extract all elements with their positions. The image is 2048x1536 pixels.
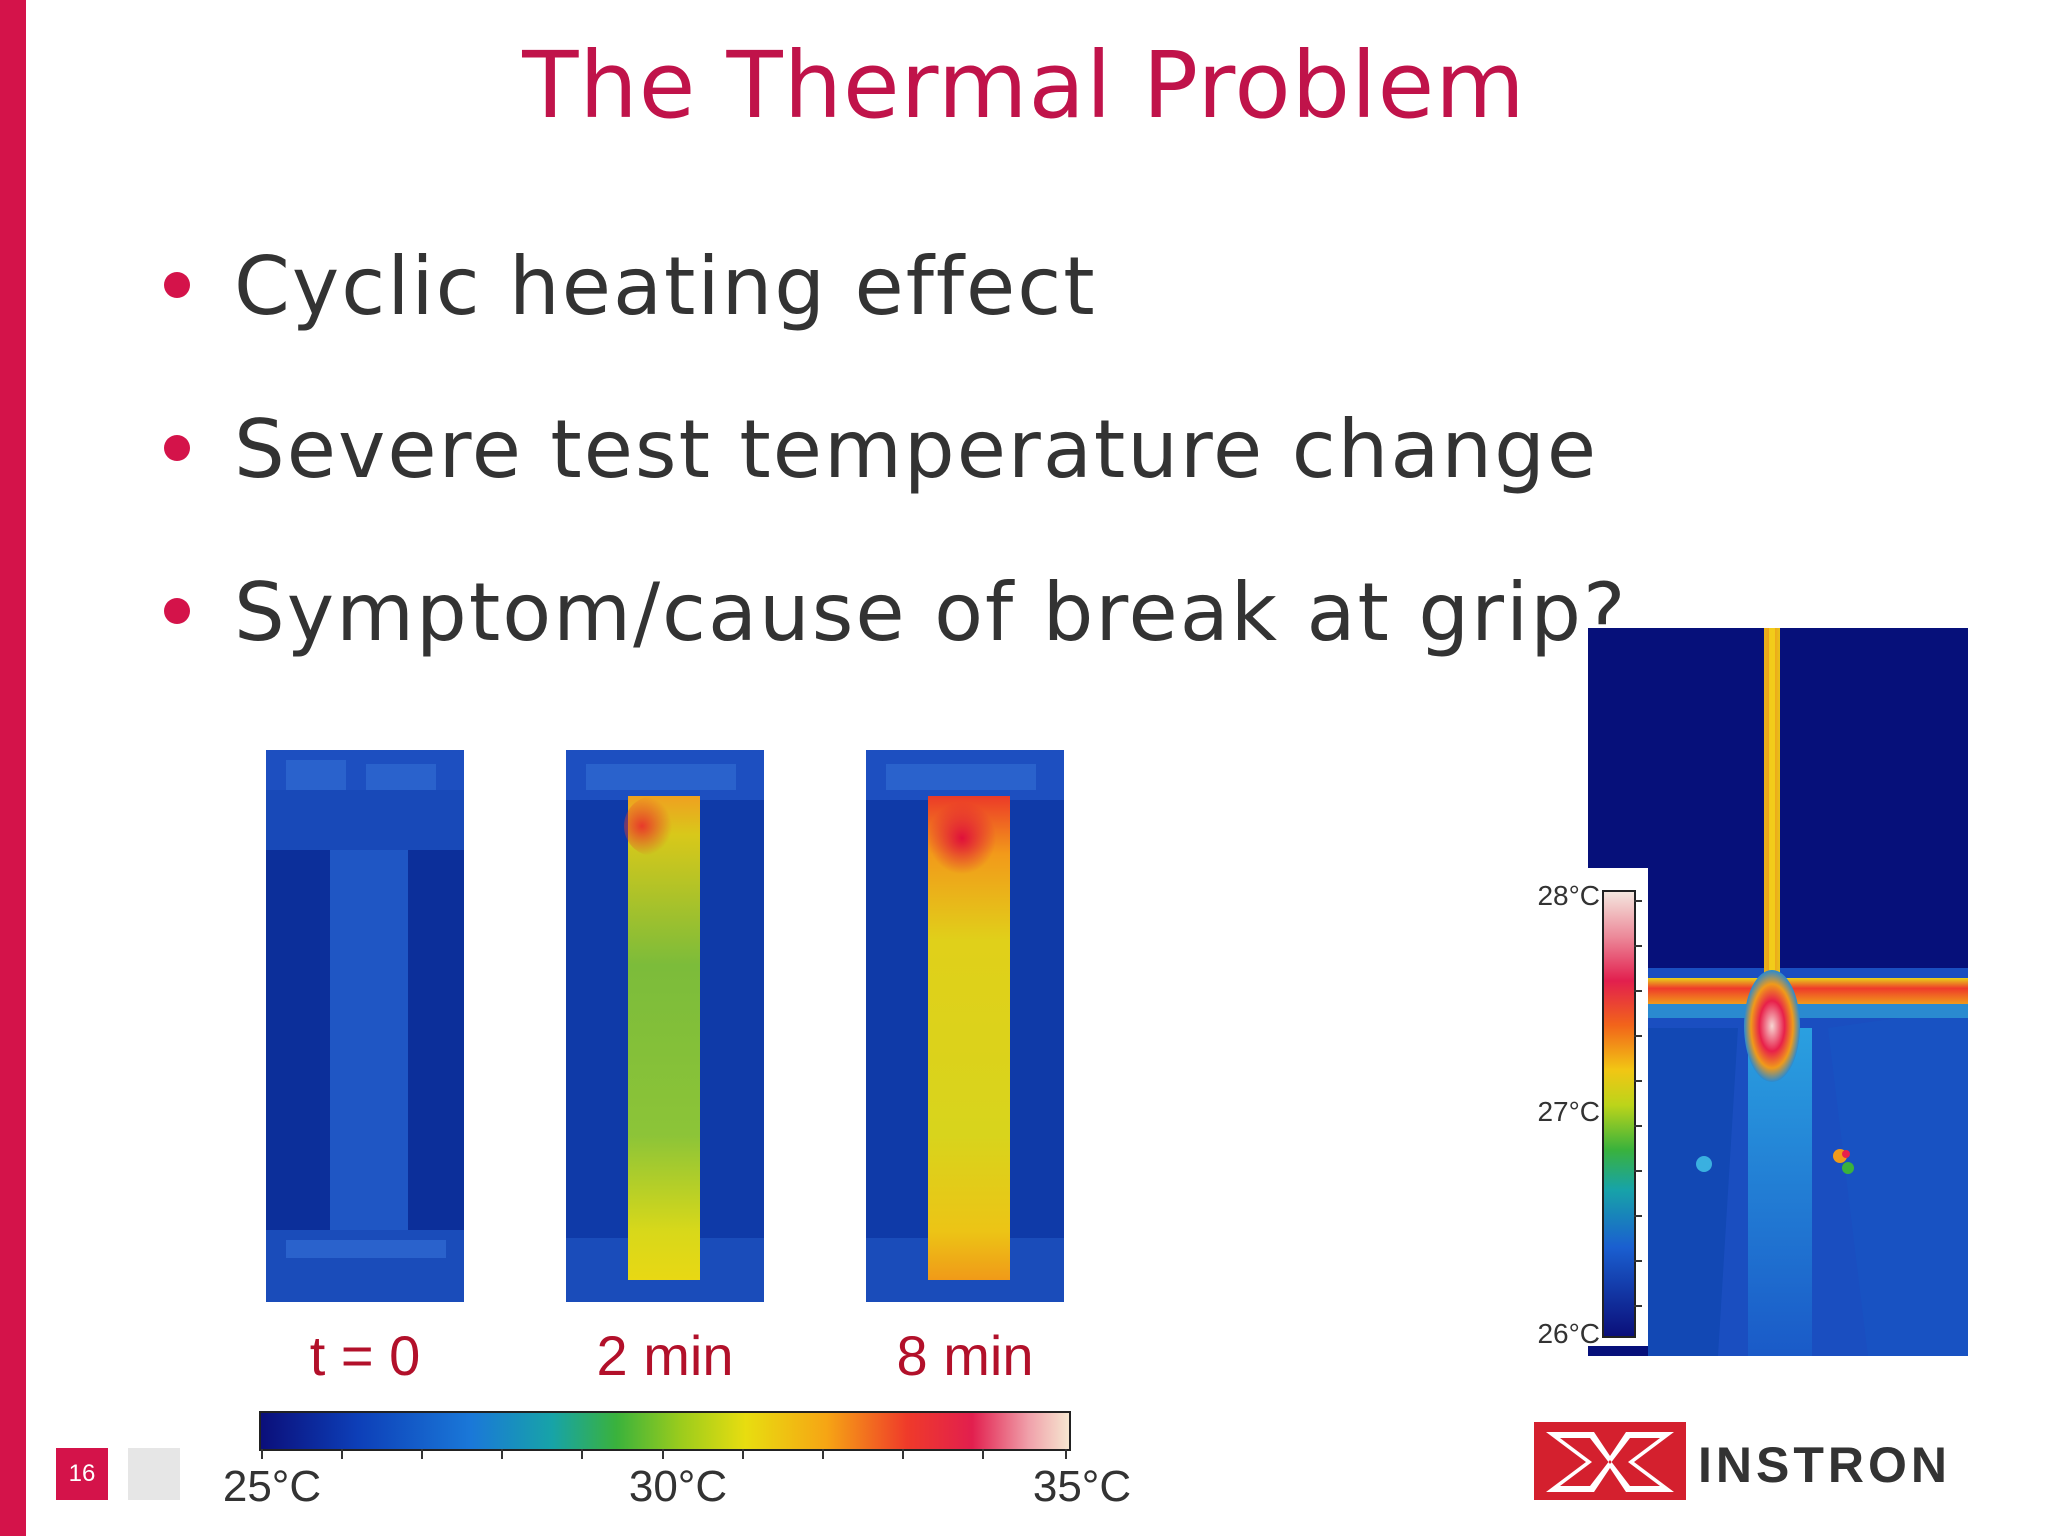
scale-tick	[982, 1449, 984, 1459]
grip-scale-tick	[1634, 990, 1642, 992]
grip-color-scale	[1602, 890, 1636, 1338]
grip-scale-tick	[1634, 945, 1642, 947]
scale-mid-label: 30°C	[628, 1462, 728, 1511]
grip-scale-tick	[1634, 1215, 1642, 1217]
instron-logo-icon	[1534, 1418, 1694, 1508]
scale-tick	[341, 1449, 343, 1459]
bullet-text: Cyclic heating effect	[234, 240, 1097, 333]
time-label-8min: 8 min	[896, 1324, 1034, 1387]
grip-thermal-image	[1588, 628, 1968, 1356]
thermal-image-8min	[866, 750, 1064, 1302]
scale-tick	[261, 1449, 263, 1459]
slide-title: The Thermal Problem	[522, 32, 1526, 139]
grip-scale-tick	[1634, 1305, 1642, 1307]
accent-bar	[0, 0, 26, 1536]
grip-scale-min-label: 26°C	[1537, 1318, 1600, 1349]
scale-tick	[501, 1449, 503, 1459]
scale-tick	[1065, 1449, 1067, 1459]
thermal-image-t0	[266, 750, 464, 1302]
grip-scale-tick	[1634, 1170, 1642, 1172]
scale-tick	[581, 1449, 583, 1459]
time-label-t0: t = 0	[309, 1324, 421, 1387]
grip-scale-tick	[1634, 1260, 1642, 1262]
bullet-text: Severe test temperature change	[234, 403, 1599, 496]
scale-tick	[662, 1449, 664, 1459]
grip-scale-tick	[1634, 1035, 1642, 1037]
page-number: 16	[56, 1448, 108, 1500]
scale-tick	[742, 1449, 744, 1459]
bullet-dot-icon	[164, 272, 190, 298]
page-number-box	[128, 1448, 180, 1500]
scale-tick	[822, 1449, 824, 1459]
thermal-image-2min	[566, 750, 764, 1302]
temperature-color-scale	[259, 1411, 1071, 1451]
grip-scale-tick	[1634, 1125, 1642, 1127]
scale-max-label: 35°C	[1032, 1462, 1132, 1511]
bullet-dot-icon	[164, 435, 190, 461]
grip-scale-tick	[1634, 1080, 1642, 1082]
time-label-2min: 2 min	[596, 1324, 734, 1387]
scale-tick	[902, 1449, 904, 1459]
grip-scale-mid-label: 27°C	[1537, 1096, 1600, 1127]
scale-min-label: 25°C	[222, 1462, 322, 1511]
scale-tick	[421, 1449, 423, 1459]
instron-logo-text: INSTRON	[1698, 1437, 1951, 1493]
bullet-dot-icon	[164, 598, 190, 624]
grip-scale-max-label: 28°C	[1537, 880, 1600, 911]
grip-scale-tick	[1634, 900, 1642, 902]
bullet-text: Symptom/cause of break at grip?	[234, 566, 1628, 659]
